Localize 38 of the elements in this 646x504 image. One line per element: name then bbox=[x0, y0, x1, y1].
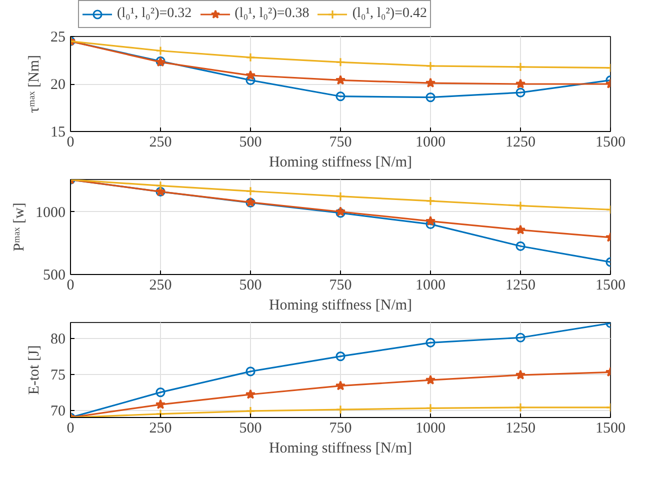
x-tick-label: 1250 bbox=[506, 134, 536, 150]
x-tick-label: 1000 bbox=[416, 134, 446, 150]
x-tick-label: 0 bbox=[66, 134, 74, 150]
x-tick-label: 0 bbox=[66, 420, 74, 436]
x-axis-title: Homing stiffness [N/m] bbox=[268, 154, 412, 170]
y-tick-label: 15 bbox=[50, 124, 66, 140]
y-axis-title: τᵐᵃˣ [Nm] bbox=[26, 54, 42, 114]
y-tick-label: 75 bbox=[50, 367, 66, 384]
x-tick-label: 250 bbox=[149, 420, 172, 436]
x-tick-label: 750 bbox=[329, 420, 352, 436]
y-tick-label: 25 bbox=[50, 30, 66, 46]
x-tick-label: 250 bbox=[149, 134, 172, 150]
x-tick-label: 500 bbox=[239, 278, 262, 294]
y-tick-label: 20 bbox=[50, 77, 66, 93]
x-axis-title: Homing stiffness [N/m] bbox=[268, 298, 412, 314]
y-tick-label: 1000 bbox=[36, 204, 66, 221]
legend-label: (l₀¹, l₀²)=0.32 bbox=[117, 6, 192, 22]
x-axis-title: Homing stiffness [N/m] bbox=[268, 440, 412, 456]
legend-label: (l₀¹, l₀²)=0.42 bbox=[352, 6, 427, 22]
x-tick-label: 250 bbox=[149, 278, 172, 294]
x-tick-label: 1250 bbox=[506, 278, 536, 294]
y-tick-label: 500 bbox=[43, 268, 66, 284]
x-tick-label: 750 bbox=[329, 134, 352, 150]
y-tick-label: 70 bbox=[50, 403, 66, 420]
y-axis-title: Pᵐᵃˣ [w] bbox=[12, 202, 28, 252]
x-tick-label: 1500 bbox=[596, 278, 626, 294]
x-tick-label: 500 bbox=[239, 420, 262, 436]
x-tick-label: 1000 bbox=[416, 420, 446, 436]
legend-label: (l₀¹, l₀²)=0.38 bbox=[234, 6, 310, 22]
x-tick-label: 1500 bbox=[596, 420, 626, 436]
x-tick-label: 1250 bbox=[506, 420, 536, 436]
x-tick-label: 1500 bbox=[596, 134, 626, 150]
x-tick-label: 1000 bbox=[416, 278, 446, 294]
y-tick-label: 80 bbox=[50, 331, 66, 348]
x-tick-label: 500 bbox=[239, 134, 262, 150]
x-tick-label: 0 bbox=[66, 278, 74, 294]
y-axis-title: E-tot [J] bbox=[26, 345, 42, 395]
x-tick-label: 750 bbox=[329, 278, 352, 294]
